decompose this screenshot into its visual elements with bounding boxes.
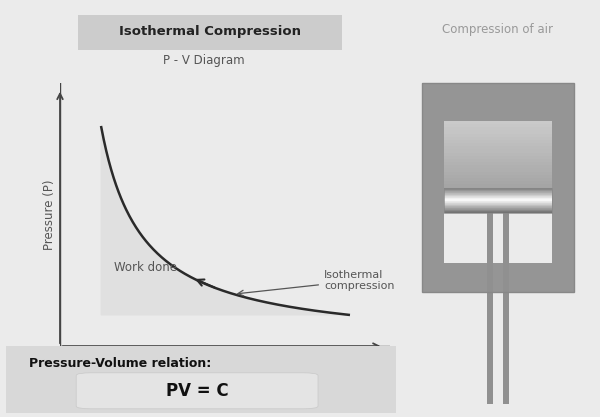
- Bar: [444, 194, 552, 197]
- Bar: [444, 210, 552, 211]
- Bar: [444, 202, 552, 203]
- Text: Isothermal
compression: Isothermal compression: [238, 270, 395, 296]
- Bar: [444, 181, 552, 184]
- Bar: [444, 137, 552, 140]
- FancyBboxPatch shape: [59, 13, 361, 51]
- Bar: [444, 206, 552, 207]
- Bar: [444, 188, 552, 191]
- Bar: [444, 162, 552, 165]
- Bar: [422, 83, 574, 121]
- Y-axis label: Pressure (P): Pressure (P): [43, 179, 56, 250]
- Bar: [444, 131, 552, 133]
- Bar: [444, 208, 552, 209]
- Bar: [444, 192, 552, 193]
- Text: Work done: Work done: [113, 261, 176, 274]
- Bar: [444, 200, 552, 201]
- Bar: [422, 83, 444, 292]
- Bar: [444, 149, 552, 153]
- Bar: [444, 146, 552, 149]
- Bar: [444, 191, 552, 194]
- Bar: [444, 201, 552, 202]
- Bar: [444, 121, 552, 124]
- Bar: [444, 203, 552, 204]
- Bar: [444, 204, 552, 205]
- Bar: [444, 168, 552, 172]
- Bar: [444, 175, 552, 178]
- Bar: [444, 194, 552, 195]
- Bar: [444, 211, 552, 212]
- FancyBboxPatch shape: [76, 373, 318, 409]
- Bar: [444, 188, 552, 213]
- Bar: [444, 212, 552, 213]
- Bar: [444, 196, 552, 197]
- Bar: [444, 143, 552, 146]
- Bar: [503, 213, 509, 404]
- Text: PV = C: PV = C: [166, 382, 229, 400]
- Bar: [444, 189, 552, 190]
- Bar: [444, 197, 552, 200]
- Bar: [552, 83, 574, 292]
- X-axis label: Volume (V): Volume (V): [193, 350, 257, 363]
- Bar: [422, 263, 574, 292]
- Bar: [444, 199, 552, 200]
- Bar: [444, 156, 552, 159]
- Bar: [487, 213, 493, 404]
- Bar: [444, 207, 552, 208]
- Bar: [444, 159, 552, 162]
- Bar: [444, 191, 552, 192]
- Bar: [444, 193, 552, 194]
- Text: Compression of air: Compression of air: [443, 23, 554, 36]
- Bar: [444, 133, 552, 137]
- Bar: [444, 178, 552, 181]
- Bar: [444, 195, 552, 196]
- Bar: [444, 127, 552, 131]
- Bar: [444, 153, 552, 156]
- Bar: [444, 124, 552, 127]
- FancyBboxPatch shape: [0, 345, 412, 414]
- Bar: [444, 198, 552, 199]
- Text: Isothermal Compression: Isothermal Compression: [119, 25, 301, 38]
- Bar: [444, 184, 552, 188]
- Polygon shape: [101, 127, 349, 315]
- Bar: [444, 205, 552, 206]
- Bar: [422, 83, 574, 292]
- Bar: [444, 188, 552, 189]
- Bar: [444, 140, 552, 143]
- Bar: [444, 172, 552, 175]
- Text: Pressure-Volume relation:: Pressure-Volume relation:: [29, 357, 212, 370]
- Bar: [444, 165, 552, 168]
- Bar: [444, 190, 552, 191]
- Text: P - V Diagram: P - V Diagram: [163, 54, 245, 67]
- Bar: [444, 197, 552, 198]
